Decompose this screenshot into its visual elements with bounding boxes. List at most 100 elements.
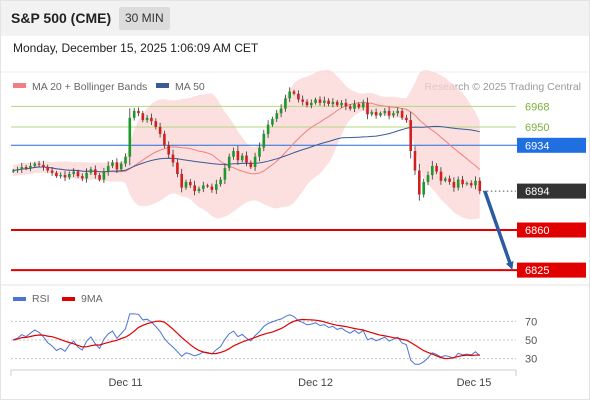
level-label-6968: 6968 — [525, 101, 549, 113]
candle — [344, 98, 348, 111]
candle — [76, 169, 80, 179]
candle — [176, 158, 179, 178]
candle — [400, 108, 404, 120]
rsi-legend-swatch — [13, 297, 26, 301]
candle — [292, 89, 296, 96]
candle — [98, 173, 101, 182]
candle — [219, 177, 222, 187]
level-label-6894: 6894 — [525, 186, 549, 198]
candle — [361, 99, 365, 111]
candle — [426, 171, 430, 186]
candle — [469, 180, 473, 188]
level-label-6934: 6934 — [525, 140, 549, 152]
x-tick-label: Dec 12 — [298, 377, 333, 389]
rsi-layer: 70 50 30 — [11, 313, 537, 366]
candle — [249, 160, 253, 169]
candle — [318, 96, 322, 106]
forecast-arrow — [483, 190, 514, 270]
candle — [370, 109, 374, 117]
rsi-ma-line — [13, 318, 480, 360]
candle — [357, 102, 361, 110]
candle — [124, 153, 127, 167]
candle — [115, 158, 119, 173]
candle — [335, 99, 339, 107]
candle — [167, 141, 170, 158]
candle — [16, 166, 19, 173]
candle — [275, 109, 279, 122]
candle — [184, 179, 188, 190]
candle — [279, 104, 283, 118]
level-badge-6825 — [517, 262, 586, 278]
candle — [20, 163, 24, 173]
candle — [206, 183, 209, 188]
candle — [210, 183, 214, 193]
candle — [452, 177, 456, 192]
candle — [171, 149, 175, 167]
ma20-legend-swatch — [13, 83, 26, 88]
candle — [474, 176, 477, 190]
candle — [288, 87, 291, 102]
candle — [305, 99, 309, 108]
candle — [102, 167, 106, 183]
candle — [387, 106, 391, 120]
candle — [262, 129, 266, 152]
candle — [422, 178, 425, 198]
candle — [154, 118, 158, 130]
level-label-6860: 6860 — [525, 225, 549, 237]
candle — [193, 180, 196, 196]
candle — [68, 171, 71, 180]
level-badge-6860 — [517, 222, 586, 238]
candle — [245, 151, 248, 167]
candle — [94, 165, 97, 179]
rsi-legend-label: RSI — [32, 293, 50, 305]
candle — [418, 163, 421, 201]
candle — [202, 181, 205, 193]
ma50-legend-swatch — [156, 83, 169, 88]
candle — [29, 162, 32, 172]
level-label-6950: 6950 — [525, 122, 549, 134]
instrument-title: S&P 500 (CME) — [11, 10, 112, 26]
candle — [271, 116, 274, 127]
candle — [405, 114, 408, 123]
rsi-ma-legend-swatch — [62, 297, 75, 301]
candle — [232, 147, 235, 160]
candle — [180, 168, 183, 193]
candle — [227, 153, 231, 171]
rsi-line — [12, 313, 481, 365]
candle — [145, 114, 149, 123]
candle — [461, 175, 464, 188]
candle — [141, 110, 145, 123]
candle — [24, 164, 28, 171]
candle — [111, 160, 114, 169]
candle — [396, 107, 399, 117]
candle — [163, 130, 166, 149]
candle — [323, 96, 326, 107]
candle — [392, 110, 395, 118]
rsi-tick-label-50: 50 — [525, 335, 537, 347]
candle — [409, 111, 412, 159]
candle — [383, 108, 387, 116]
candle — [158, 122, 162, 138]
candle — [297, 90, 300, 103]
timeframe-badge[interactable]: 30 MIN — [119, 7, 170, 30]
candle — [72, 168, 75, 177]
candle — [478, 177, 482, 195]
candle — [55, 170, 58, 178]
rsi-ma-legend-label: 9MA — [81, 293, 103, 305]
candle — [11, 168, 15, 173]
candle — [444, 176, 447, 183]
candle — [456, 176, 460, 191]
candle — [128, 108, 132, 166]
candle — [301, 95, 304, 106]
ma50-legend-label: MA 50 — [175, 81, 205, 93]
candle — [46, 164, 49, 173]
candle — [33, 161, 37, 168]
candle — [379, 111, 382, 118]
forecast-arrow-layer — [483, 190, 514, 270]
candle — [413, 146, 417, 175]
candle — [81, 173, 84, 182]
candle — [63, 171, 67, 181]
candle — [431, 160, 434, 180]
level-badge-6894 — [517, 183, 586, 199]
